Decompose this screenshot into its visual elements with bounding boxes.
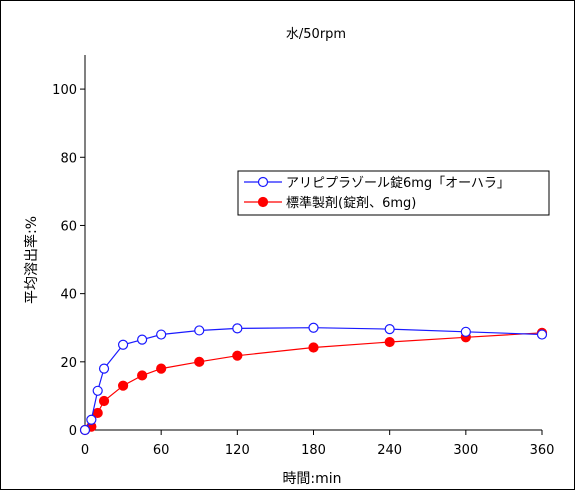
series-reference-product <box>79 327 548 436</box>
data-point <box>92 385 103 396</box>
data-point <box>308 342 319 353</box>
data-point <box>98 395 110 407</box>
data-point <box>86 414 97 425</box>
data-point <box>137 334 148 345</box>
chart-title: 水/50rpm <box>286 27 346 42</box>
axes <box>84 55 542 431</box>
data-point <box>232 323 243 334</box>
data-point <box>117 380 129 391</box>
x-tick-label: 180 <box>301 443 326 458</box>
data-point <box>384 323 395 335</box>
data-point <box>156 363 167 374</box>
data-point <box>194 356 205 367</box>
y-tick-label: 60 <box>60 219 77 234</box>
y-tick-label: 20 <box>60 356 77 371</box>
data-point <box>194 325 205 336</box>
y-tick-label: 0 <box>69 424 77 439</box>
data-point <box>232 350 243 361</box>
data-point <box>460 326 471 337</box>
data-point <box>137 370 148 381</box>
x-tick-label: 0 <box>81 443 89 458</box>
x-tick-label: 300 <box>453 443 478 458</box>
data-point <box>384 336 395 348</box>
ticks: 0 20 40 60 80 100 0 60 120 180 240 300 360 <box>52 83 554 458</box>
data-point <box>308 322 319 333</box>
legend-label: 標準製剤(錠剤、6mg) <box>286 195 416 211</box>
y-tick-label: 80 <box>60 151 77 166</box>
data-point <box>79 424 91 436</box>
legend-label: アリピプラゾール錠6mg「オーハラ」 <box>286 176 510 191</box>
x-tick-label: 60 <box>153 443 170 458</box>
legend-box <box>237 170 550 216</box>
x-tick-label: 120 <box>225 443 250 458</box>
data-point <box>156 329 167 340</box>
series-test-product <box>79 322 548 436</box>
x-tick-label: 360 <box>530 443 555 458</box>
legend: アリピプラゾール錠6mg「オーハラ」標準製剤(錠剤、6mg) <box>237 170 550 216</box>
data-point <box>536 329 548 340</box>
legend-swatch-marker <box>257 176 269 188</box>
x-tick-label: 240 <box>377 443 402 458</box>
data-point <box>98 363 110 374</box>
y-tick-label: 100 <box>52 83 77 98</box>
x-axis-title: 時間:min <box>282 471 341 487</box>
legend-swatch-marker <box>257 196 269 208</box>
series-layer <box>79 322 548 436</box>
data-point <box>117 339 129 350</box>
y-axis-title: 平均溶出率:% <box>23 216 40 304</box>
y-tick-label: 40 <box>60 288 77 303</box>
